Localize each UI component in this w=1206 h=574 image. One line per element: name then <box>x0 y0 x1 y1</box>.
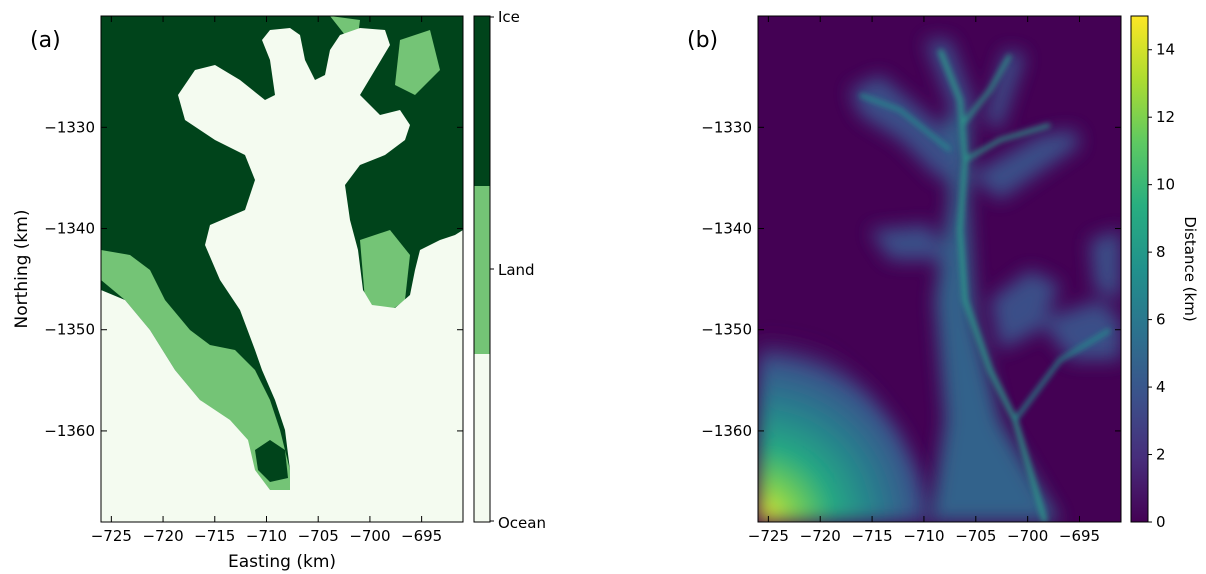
x-tick-label: −710 <box>246 527 287 545</box>
distance-centerlines <box>859 49 1112 522</box>
panel-a-axes: −725 −720 −715 −710 −705 −700 −695 −1330 −1340 −1… <box>44 16 463 545</box>
panel-a: −725 −720 −715 −710 −705 −700 −695 −1330 −1340 −1… <box>12 8 546 572</box>
colorbar-b-tick-label: 12 <box>1156 108 1175 126</box>
colorbar-b-tick-label: 10 <box>1156 176 1175 194</box>
colorbar-swatch-ice <box>474 16 490 186</box>
x-tick-label: −725 <box>91 527 132 545</box>
y-tick-label: −1360 <box>44 422 95 440</box>
colorbar-a: Ice Land Ocean <box>473 8 546 532</box>
y-tick-label: −1360 <box>701 422 752 440</box>
x-tick-label: −710 <box>903 527 944 545</box>
x-tick-label: −720 <box>142 527 183 545</box>
y-tick-label: −1330 <box>44 118 95 136</box>
colorbar-b-title: Distance (km) <box>1181 216 1199 321</box>
x-tick-label: −705 <box>298 527 339 545</box>
ocean-region <box>448 372 463 410</box>
land-region <box>395 30 440 95</box>
colorbar-b-tick-label: 6 <box>1156 311 1166 329</box>
panel-b-map <box>758 16 1121 522</box>
y-tick-label: −1340 <box>701 220 752 238</box>
x-tick-label: −700 <box>1007 527 1048 545</box>
y-tick-label: −1340 <box>44 220 95 238</box>
colorbar-b: 0 2 4 6 8 10 12 14 Distance (km) <box>1130 15 1199 531</box>
colorbar-b-tick-label: 14 <box>1156 41 1175 59</box>
x-axis-title: Easting (km) <box>228 552 336 572</box>
x-tick-label: −695 <box>1059 527 1100 545</box>
panel-a-frame <box>100 15 464 523</box>
colorbar-b-tick-label: 8 <box>1156 243 1166 261</box>
x-tick-label: −725 <box>748 527 789 545</box>
x-tick-label: −705 <box>955 527 996 545</box>
x-tick-label: −695 <box>401 527 442 545</box>
panel-a-label: (a) <box>30 28 61 53</box>
land-region <box>101 250 290 495</box>
colorbar-b-tick-label: 4 <box>1156 378 1166 396</box>
colorbar-b-tick-label: 2 <box>1156 446 1166 464</box>
x-tick-label: −715 <box>194 527 235 545</box>
colorbar-b-ticks: 0 2 4 6 8 10 12 14 <box>1148 41 1175 531</box>
panel-b-frame <box>757 15 1122 523</box>
panel-b-label: (b) <box>687 28 718 53</box>
panel-b: −725 −720 −715 −710 −705 −700 −695 −1330 −1340 −1… <box>687 15 1199 545</box>
y-tick-label: −1350 <box>701 321 752 339</box>
ocean-region <box>101 28 463 522</box>
distance-high-region <box>758 260 940 522</box>
colorbar-swatch-ocean <box>474 354 490 522</box>
ice-region <box>255 440 288 482</box>
land-region <box>360 230 410 315</box>
y-axis-title: Northing (km) <box>12 210 32 329</box>
y-tick-label: −1330 <box>701 118 752 136</box>
x-tick-label: −715 <box>851 527 892 545</box>
colorbar-label-ice: Ice <box>498 8 520 26</box>
x-tick-label: −720 <box>800 527 841 545</box>
colorbar-swatch-land <box>474 186 490 354</box>
colorbar-b-tick-label: 0 <box>1156 513 1166 531</box>
colorbar-b-frame <box>1130 15 1149 523</box>
panel-b-axes: −725 −720 −715 −710 −705 −700 −695 −1330 −1340 −1… <box>701 16 1121 545</box>
panel-a-map <box>101 16 463 522</box>
colorbar-b-gradient <box>1131 16 1148 522</box>
colorbar-label-ocean: Ocean <box>498 514 546 532</box>
colorbar-label-land: Land <box>498 261 535 279</box>
y-tick-label: −1350 <box>44 321 95 339</box>
x-tick-label: −700 <box>349 527 390 545</box>
